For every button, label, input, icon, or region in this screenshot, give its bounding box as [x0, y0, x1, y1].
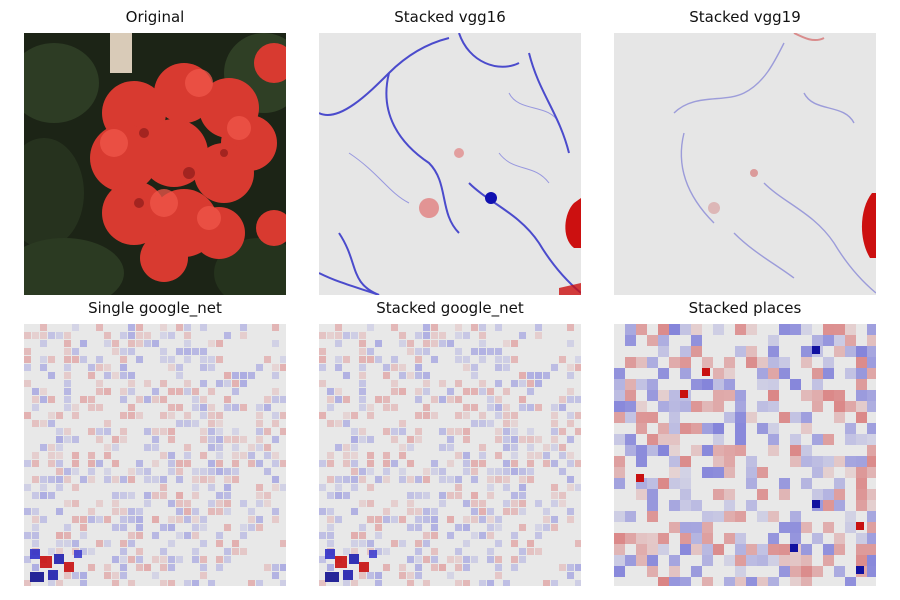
panel-title: Single google_net: [88, 299, 222, 317]
panel-title: Stacked vgg19: [689, 8, 801, 26]
stacked-google-net-saliency-map: [319, 324, 581, 586]
stacked-places-saliency-map: [614, 324, 876, 586]
panel-title: Stacked places: [688, 299, 802, 317]
vgg16-saliency-map: [319, 33, 581, 295]
panel-title: Stacked google_net: [376, 299, 524, 317]
single-google-net-saliency-map: [24, 324, 286, 586]
original-flower-photo: [24, 33, 286, 295]
panel-title: Original: [125, 8, 185, 26]
vgg19-saliency-map: [614, 33, 876, 295]
panel-title: Stacked vgg16: [394, 8, 506, 26]
